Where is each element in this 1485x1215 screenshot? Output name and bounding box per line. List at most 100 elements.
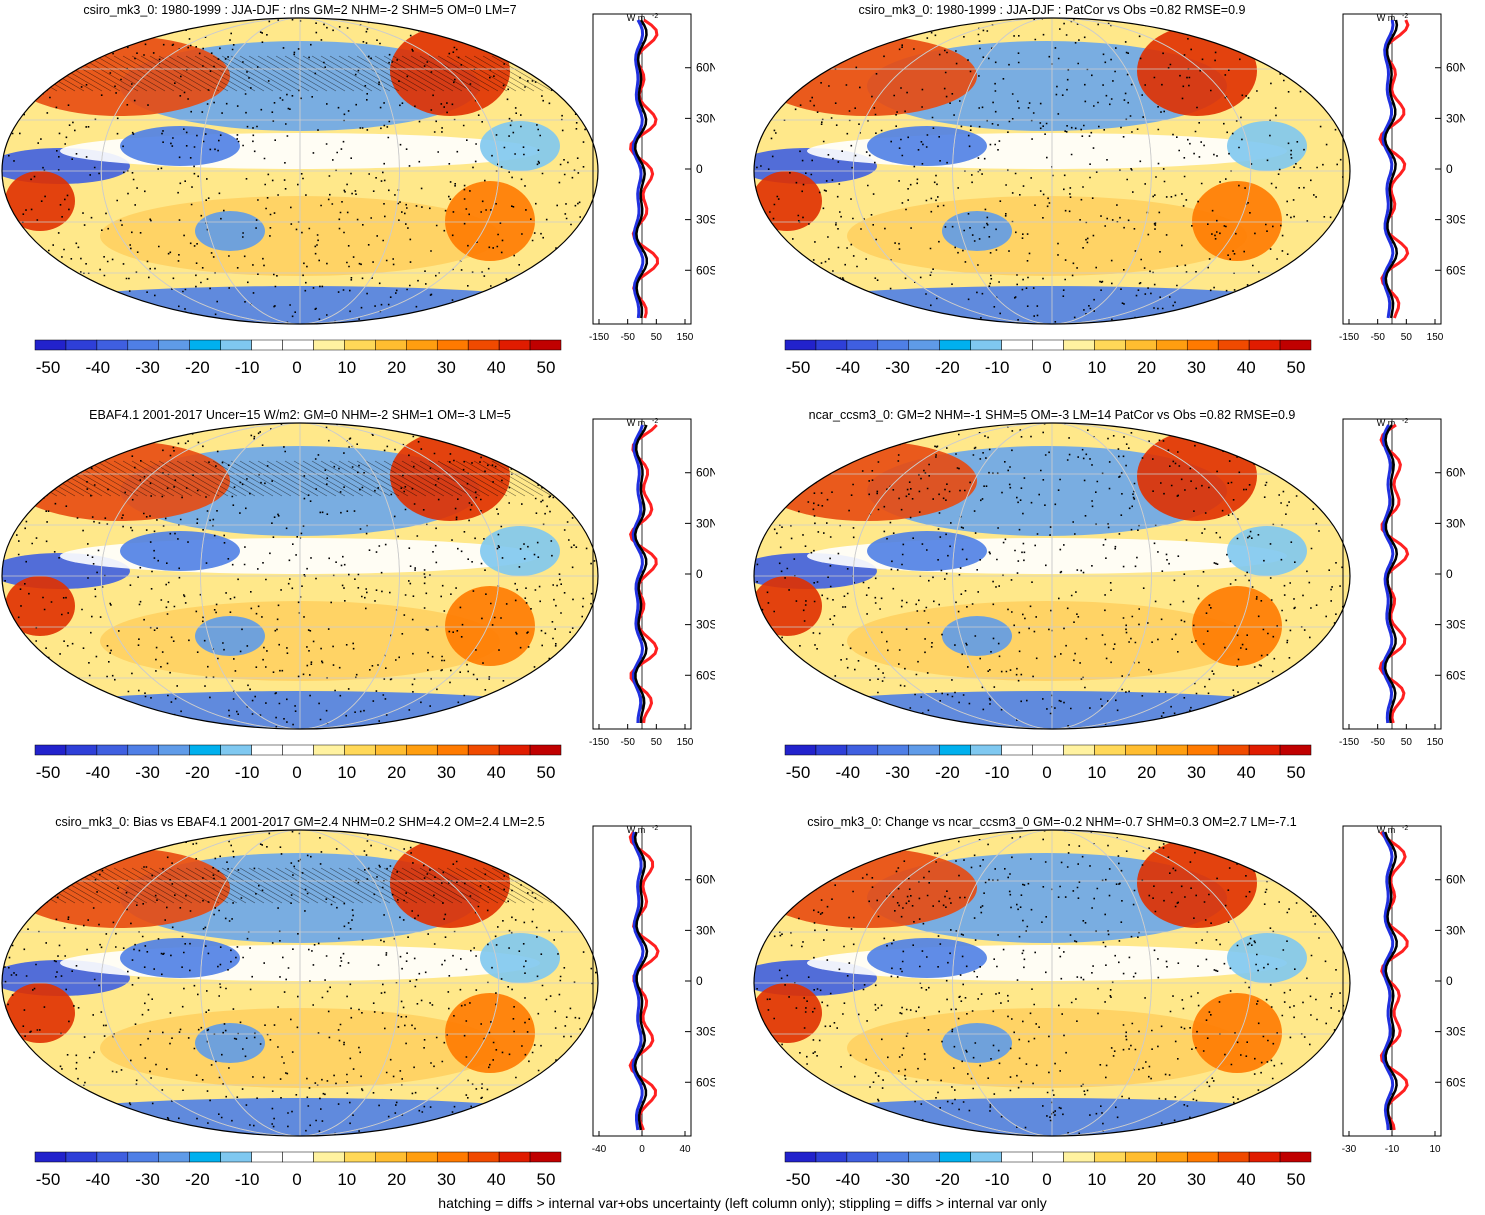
zonal-mean-line [1381, 424, 1395, 724]
colorbar-tick-label: -10 [235, 763, 260, 782]
colorbar-tick-label: 10 [1087, 1170, 1106, 1189]
colorbar-tick-label: -10 [235, 1170, 260, 1189]
robinson-map [753, 422, 1351, 730]
colorbar-tick-label: 0 [292, 1170, 301, 1189]
latitude-label: 0 [1446, 162, 1453, 176]
colorbar-swatch [65, 1151, 98, 1163]
colorbar-tick-label: 10 [337, 1170, 356, 1189]
colorbar-swatch [220, 744, 252, 756]
latitude-label: 0 [696, 162, 703, 176]
colorbar-tick-label: 40 [1237, 763, 1256, 782]
zonal-unit-label: W m [627, 825, 646, 835]
colorbar-tick-label: -30 [885, 763, 910, 782]
zonal-x-tick-label: 10 [1429, 1144, 1441, 1155]
latitude-label: 60N [1446, 466, 1465, 480]
colorbar-swatch [375, 339, 407, 351]
colorbar-swatch [1217, 744, 1250, 756]
colorbar-tick-label: 0 [1042, 358, 1051, 377]
colorbar-tick-label: -30 [135, 358, 160, 377]
panel-title: csiro_mk3_0: Bias vs EBAF4.1 2001-2017 G… [55, 815, 545, 829]
colorbar-swatch [1156, 744, 1188, 756]
robinson-map [753, 17, 1351, 325]
colorbar-tick-label: -40 [86, 358, 111, 377]
colorbar-swatch [970, 744, 1002, 756]
latitude-label: 0 [1446, 974, 1453, 988]
colorbar-swatch [970, 1151, 1002, 1163]
latitude-label: 60S [696, 263, 715, 277]
colorbar-swatch [189, 744, 221, 756]
zonal-x-tick-label: 50 [651, 332, 663, 343]
latitude-label: 30S [696, 213, 715, 227]
latitude-label: 60N [696, 61, 715, 75]
colorbar-swatch [1032, 744, 1064, 756]
colorbar-swatch [815, 744, 848, 756]
colorbar-swatch [1248, 744, 1281, 756]
panel-title: ncar_ccsm3_0: GM=2 NHM=-1 SHM=5 OM=-3 LM… [808, 408, 1296, 422]
colorbar-tick-label: -10 [985, 1170, 1010, 1189]
colorbar-swatch [1001, 744, 1033, 756]
latitude-label: 30S [1446, 1025, 1465, 1039]
colorbar-tick-label: -30 [885, 358, 910, 377]
colorbar-swatch [877, 1151, 910, 1163]
colorbar-swatch [846, 339, 879, 351]
colorbar-tick-label: -20 [185, 358, 210, 377]
colorbar-swatch [1063, 1151, 1095, 1163]
colorbar-tick-label: 0 [1042, 763, 1051, 782]
colorbar-swatch [846, 744, 879, 756]
zonal-unit-superscript: -2 [652, 418, 658, 425]
colorbar-swatch [127, 744, 160, 756]
colorbar-tick-label: 20 [387, 1170, 406, 1189]
zonal-mean-line [633, 19, 649, 319]
colorbar-swatch [282, 339, 314, 351]
colorbar-swatch [908, 744, 940, 756]
zonal-unit-label: W m [627, 13, 646, 23]
colorbar-swatch [313, 744, 345, 756]
zonal-unit-superscript: -2 [652, 13, 658, 20]
colorbar-tick-label: 20 [1137, 1170, 1156, 1189]
colorbar-swatch [877, 744, 910, 756]
zonal-mean-line [1383, 424, 1399, 724]
latitude-label: 60N [1446, 61, 1465, 75]
colorbar-tick-label: 50 [537, 763, 556, 782]
zonal-mean-line [631, 831, 645, 1131]
colorbar-swatch [939, 744, 971, 756]
colorbar-tick-label: 40 [1237, 1170, 1256, 1189]
zonal-mean-line [631, 19, 645, 319]
zonal-unit-superscript: -2 [1402, 418, 1408, 425]
zonal-x-tick-label: 150 [1427, 737, 1444, 748]
zonal-mean-line [1381, 831, 1395, 1131]
zonal-mean-plot: W m -2 60N 30N 0 30S 60S -150 -50 50 150 [589, 418, 715, 748]
colorbar-swatch [498, 1151, 531, 1163]
colorbar-tick-label: 10 [1087, 358, 1106, 377]
latitude-label: 60S [1446, 668, 1465, 682]
colorbar-tick-label: -40 [836, 1170, 861, 1189]
colorbar-swatch [436, 1151, 469, 1163]
panel-title: EBAF4.1 2001-2017 Uncer=15 W/m2: GM=0 NH… [89, 408, 511, 422]
colorbar-swatch [251, 744, 283, 756]
colorbar-swatch [1094, 1151, 1126, 1163]
colorbar-swatch [220, 1151, 252, 1163]
colorbar-swatch [1094, 339, 1126, 351]
colorbar-swatch [970, 339, 1002, 351]
colorbar-swatch [1125, 744, 1157, 756]
colorbar-tick-label: 30 [1187, 1170, 1206, 1189]
zonal-x-tick-label: -40 [592, 1144, 607, 1155]
colorbar-tick-label: 40 [487, 358, 506, 377]
zonal-x-tick-label: -50 [620, 737, 635, 748]
colorbar-tick-label: 10 [1087, 763, 1106, 782]
colorbar-swatch [877, 339, 910, 351]
colorbar-swatch [251, 1151, 283, 1163]
zonal-mean-line [633, 424, 648, 724]
colorbar-tick-label: -10 [985, 763, 1010, 782]
colorbar-swatch [436, 339, 469, 351]
colorbar-tick-label: -40 [836, 763, 861, 782]
latitude-label: 30S [1446, 618, 1465, 632]
colorbar-tick-label: 30 [437, 358, 456, 377]
zonal-unit-label: W m [627, 418, 646, 428]
colorbar-tick-label: 50 [1287, 763, 1306, 782]
colorbar-swatch [127, 1151, 160, 1163]
colorbar-tick-label: 30 [437, 763, 456, 782]
colorbar-swatch [1125, 1151, 1157, 1163]
colorbar-tick-label: -30 [135, 763, 160, 782]
colorbar-tick-label: 30 [1187, 763, 1206, 782]
